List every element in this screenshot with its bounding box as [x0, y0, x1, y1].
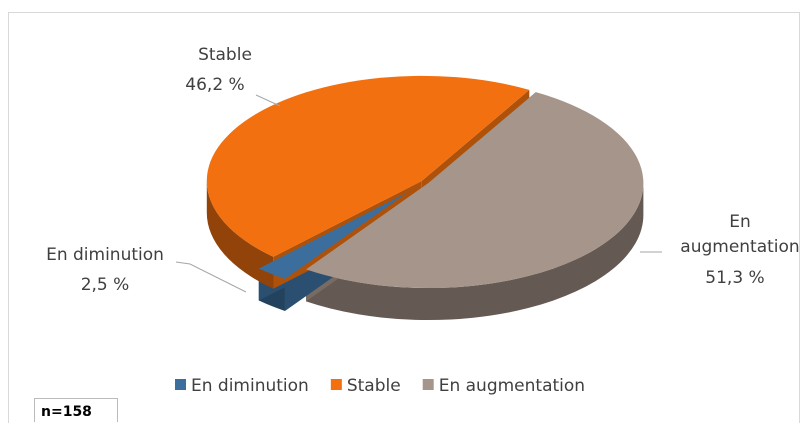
- slice: [306, 92, 644, 289]
- chart-border: [8, 12, 800, 423]
- leader-line: [175, 261, 247, 293]
- annotation: n=158: [34, 398, 118, 422]
- leader-line: [255, 94, 281, 107]
- category-label: En diminution: [46, 245, 164, 265]
- slice-side: [306, 183, 644, 321]
- legend-swatch: [422, 379, 434, 390]
- legend-label: En augmentation: [439, 376, 585, 396]
- slice: [258, 192, 408, 279]
- value-label: 51,3 %: [705, 268, 765, 288]
- legend-label: Stable: [347, 376, 401, 396]
- category-label: Stable: [198, 45, 252, 65]
- slice: [206, 75, 530, 257]
- value-label: 46,2 %: [185, 75, 245, 95]
- value-label: 2,5 %: [80, 275, 130, 295]
- legend-swatch: [330, 379, 342, 390]
- legend-label: En diminution: [191, 376, 309, 396]
- legend-swatch: [175, 379, 186, 390]
- slice-side: [206, 180, 274, 289]
- category-label: En augmentation: [680, 212, 800, 257]
